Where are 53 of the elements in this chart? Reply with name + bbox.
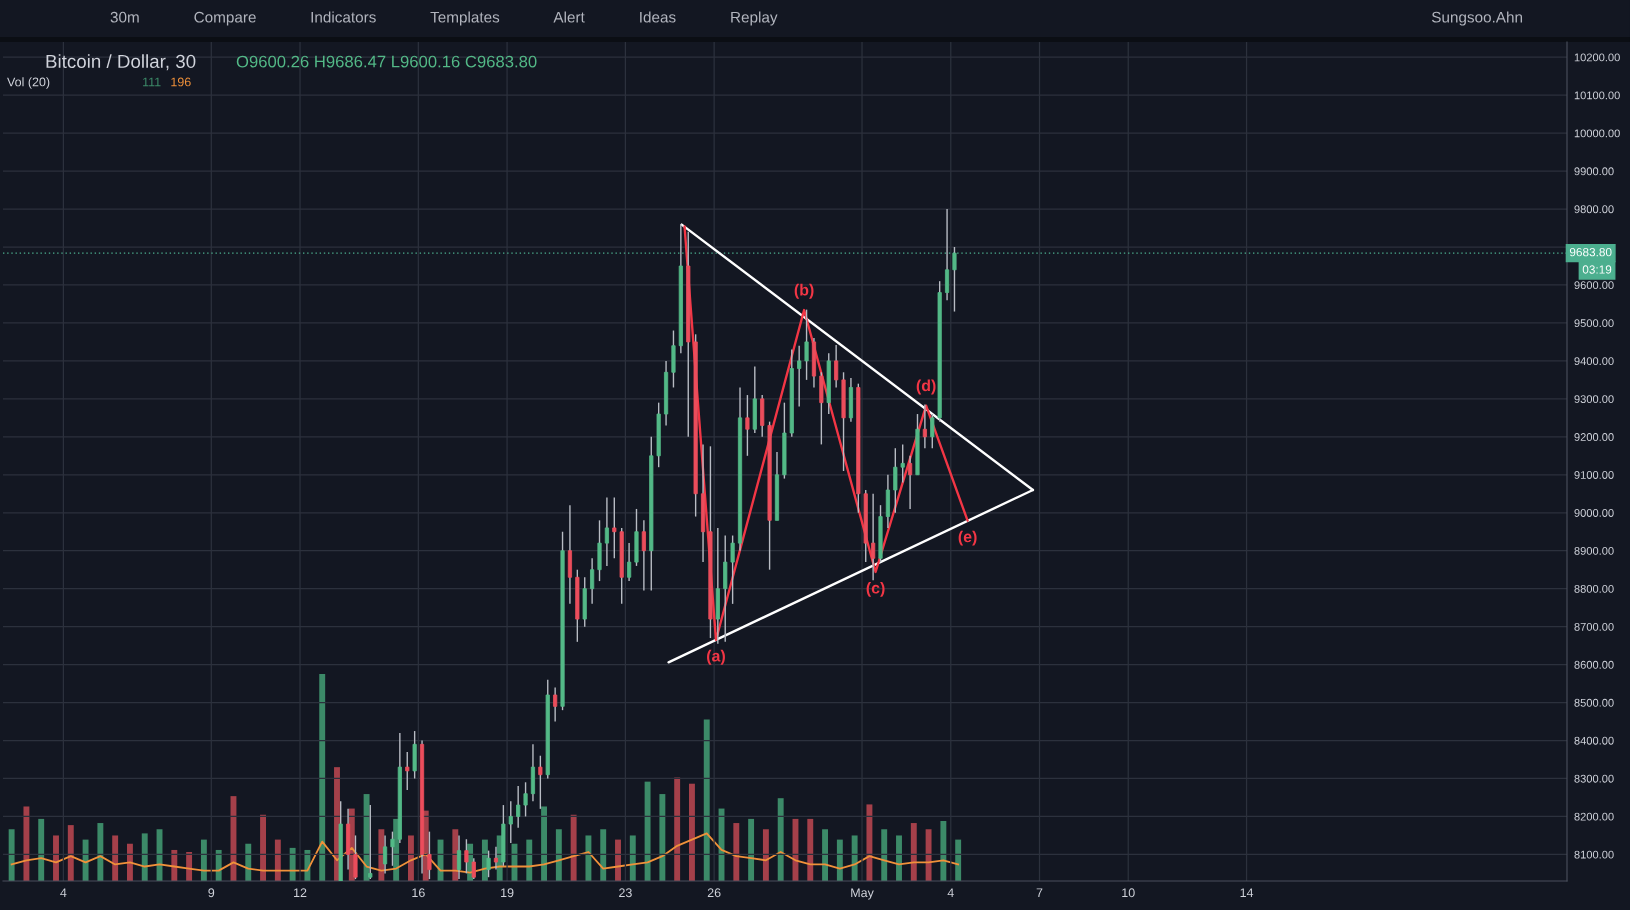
- x-tick-label: 23: [619, 888, 632, 898]
- y-tick-label: 8800.00: [1574, 584, 1614, 593]
- y-tick-label: 9800.00: [1574, 205, 1614, 214]
- annotation: (d): [916, 379, 936, 395]
- x-tick-label: 19: [501, 888, 514, 898]
- y-tick-label: 10100.00: [1574, 91, 1620, 100]
- text: Indicators: [311, 11, 376, 23]
- text: Replay: [731, 11, 778, 26]
- y-tick-label: 8600.00: [1574, 660, 1614, 669]
- y-tick-label: 8100.00: [1574, 850, 1614, 859]
- y-tick-label: 10200.00: [1574, 53, 1620, 62]
- x-tick-label: 14: [1240, 888, 1254, 897]
- x-tick-label: 26: [707, 888, 721, 898]
- text: Templates: [430, 11, 500, 26]
- y-tick-label: 9300.00: [1574, 395, 1614, 403]
- y-tick-label: 9600.00: [1574, 281, 1614, 290]
- y-tick-label: 8400.00: [1574, 736, 1614, 745]
- x-tick-label: 4: [947, 888, 954, 897]
- y-tick-label: 9900.00: [1574, 167, 1614, 176]
- x-tick-label: 10: [1122, 888, 1135, 898]
- text: 03:19: [1582, 265, 1612, 274]
- text: Alert: [553, 11, 585, 23]
- annotation: Vol (20): [7, 77, 50, 89]
- x-tick-label: 16: [412, 888, 425, 898]
- text: Sungsoo.Ahn: [1431, 11, 1523, 26]
- y-tick-label: 8300.00: [1574, 774, 1614, 783]
- x-tick-label: 12: [294, 888, 307, 897]
- x-tick-label: 4: [60, 888, 67, 897]
- text: O9600.26 H9686.47 L9600.16 C9683.80: [236, 55, 537, 68]
- y-tick-label: 9000.00: [1574, 509, 1614, 517]
- y-tick-label: 8900.00: [1574, 546, 1614, 555]
- x-tick-label: May: [851, 888, 874, 900]
- y-tick-label: 10000.00: [1574, 129, 1620, 138]
- x-tick-label: 9: [208, 888, 215, 898]
- y-tick-label: 9200.00: [1574, 433, 1614, 441]
- text: 30m: [110, 11, 139, 23]
- y-tick-label: 9400.00: [1574, 357, 1614, 366]
- annotation: (a): [707, 649, 725, 665]
- text: Ideas: [640, 11, 676, 23]
- y-tick-label: 8200.00: [1574, 812, 1614, 821]
- x-tick-label: 7: [1036, 888, 1043, 897]
- y-tick-label: 8500.00: [1574, 698, 1614, 707]
- text: Bitcoin / Dollar, 30: [46, 54, 196, 71]
- annotation: (b): [794, 283, 814, 299]
- y-tick-label: 9500.00: [1574, 319, 1614, 328]
- annotation: 196: [171, 77, 191, 87]
- annotation: (c): [866, 581, 885, 597]
- ref-line-label: 9683.80: [1569, 247, 1612, 257]
- text: Compare: [194, 11, 256, 26]
- annotation: 111: [143, 77, 161, 87]
- y-tick-label: 8700.00: [1574, 622, 1614, 631]
- y-tick-label: 9100.00: [1574, 471, 1614, 479]
- annotation: (e): [958, 530, 977, 546]
